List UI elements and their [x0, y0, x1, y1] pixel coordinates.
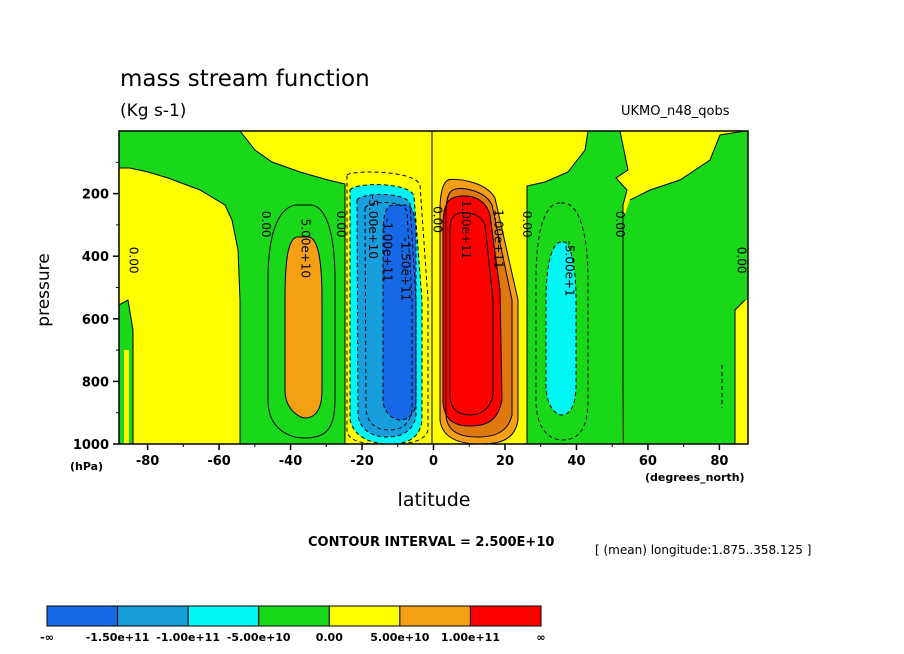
contour-label: 0.00: [734, 247, 748, 274]
ferrel-north-dash-outer: [535, 202, 589, 441]
colorbar-swatch: [328, 605, 401, 627]
ferrel-south-outer-line: [267, 204, 336, 439]
hadley-north-line-2: [445, 188, 513, 438]
hadley-south-dash-3: [364, 202, 413, 431]
x-axis-ticks: -80 -60 -40 -20 0 20 40 60 80: [136, 444, 728, 469]
contour-label: -1.50e+11: [398, 237, 412, 301]
contour-interval: CONTOUR INTERVAL = 2.500E+10: [308, 535, 555, 550]
hadley-south-dash-5: [346, 171, 429, 444]
contour-label: 0.00: [520, 211, 534, 238]
colorbar-swatch: [399, 605, 471, 627]
chart-units: (Kg s-1): [120, 101, 187, 121]
zero-contour-north: [526, 131, 589, 444]
contour-label: 5.00e+10: [298, 219, 312, 278]
fill-hadley-north-red: [443, 195, 502, 426]
colorbar-label: 5.00e+10: [370, 631, 429, 644]
contour-label: 1.00e+11: [491, 209, 505, 268]
colorbar-label: -5.00e+10: [227, 631, 291, 644]
hadley-south-dash-2: [356, 193, 417, 438]
contour-fills: 0.00 5.00e+10 0.00 -5.00e+10 -1.00e+11 -1.50e…: [119, 131, 748, 444]
colorbar-label: -1.00e+11: [156, 631, 220, 644]
x-tick-label: -80: [136, 454, 160, 469]
x-tick-label: 40: [567, 454, 585, 469]
y-tick-label: 200: [82, 188, 109, 203]
contour-label: 1.00e+11: [459, 200, 473, 259]
hadley-south-dash-4: [382, 204, 417, 421]
colorbar-swatch: [187, 605, 260, 627]
colorbar-label: -1.50e+11: [86, 631, 150, 644]
x-tick-label: 0: [429, 454, 438, 469]
colorbar-label: 0.00: [316, 631, 343, 644]
dataset-name: UKMO_n48_qobs: [621, 104, 730, 119]
hadley-north-line-4: [449, 212, 494, 416]
zero-contour-north-polar-strip: [734, 299, 746, 444]
x-axis-unit: (degrees_north): [645, 471, 745, 484]
y-axis-unit: (hPa): [70, 460, 104, 473]
fill-ferrel-south: [285, 237, 322, 418]
colorbar: -∞ -1.50e+11 -1.00e+11 -5.00e+10 0.00 5.00e+1…: [40, 605, 546, 644]
zero-contour-south: [119, 167, 241, 444]
x-tick-label: -40: [279, 454, 303, 469]
zero-contour-north-polar: [629, 131, 746, 201]
colorbar-swatch: [46, 605, 119, 627]
colorbar-swatch: [469, 605, 542, 627]
zero-contour-north-outer: [615, 131, 629, 444]
chart-title: mass stream function: [120, 66, 370, 92]
ferrel-south-inner-line: [284, 236, 323, 419]
x-axis-label: latitude: [397, 489, 471, 511]
fill-green-north-polar: [623, 131, 748, 444]
y-axis-ticks: 200 400 600 800 1000: [73, 161, 119, 453]
x-tick-label: 80: [710, 454, 728, 469]
colorbar-label: ∞: [536, 631, 545, 644]
contour-label: 0.00: [431, 206, 445, 233]
contour-label: 0.00: [613, 211, 627, 238]
x-tick-label: 20: [496, 454, 514, 469]
mean-longitude-info: [ (mean) longitude:1.875..358.125 ]: [595, 543, 812, 557]
hadley-north-line-3: [442, 195, 503, 427]
fill-yellow-south-strip: [124, 350, 129, 444]
negative-contour-lines: [346, 171, 723, 444]
zero-contour-south-polar: [119, 299, 134, 444]
ferrel-north-dash-inner: [545, 241, 577, 416]
x-tick-label: -20: [350, 454, 374, 469]
colorbar-swatch: [117, 605, 189, 627]
colorbar-label: -∞: [40, 631, 54, 644]
x-tick-label: -60: [207, 454, 231, 469]
y-tick-label: 600: [82, 313, 109, 328]
fill-hadley-south-blue: [383, 205, 416, 420]
contour-lines: [119, 131, 746, 444]
contour-label: -1.00e+11: [380, 218, 394, 282]
x-tick-label: 60: [639, 454, 657, 469]
y-tick-label: 400: [82, 250, 109, 265]
y-tick-label: 1000: [73, 438, 109, 453]
fill-ferrel-north: [546, 242, 576, 415]
colorbar-label: 1.00e+11: [441, 631, 500, 644]
zero-contour-south-inner: [239, 131, 346, 444]
contour-label: 0.00: [259, 211, 273, 238]
contour-labels: 0.00 5.00e+10 0.00 -5.00e+10 -1.00e+11 -1.50e…: [127, 195, 748, 301]
hadley-south-dash-1: [349, 184, 423, 444]
colorbar-swatch: [258, 605, 330, 627]
y-tick-label: 800: [82, 375, 109, 390]
contour-label: 0.00: [334, 211, 348, 238]
contour-label: -5.00e+1: [563, 241, 577, 297]
contour-label: -5.00e+10: [366, 195, 380, 259]
contour-label: 0.00: [127, 247, 141, 274]
